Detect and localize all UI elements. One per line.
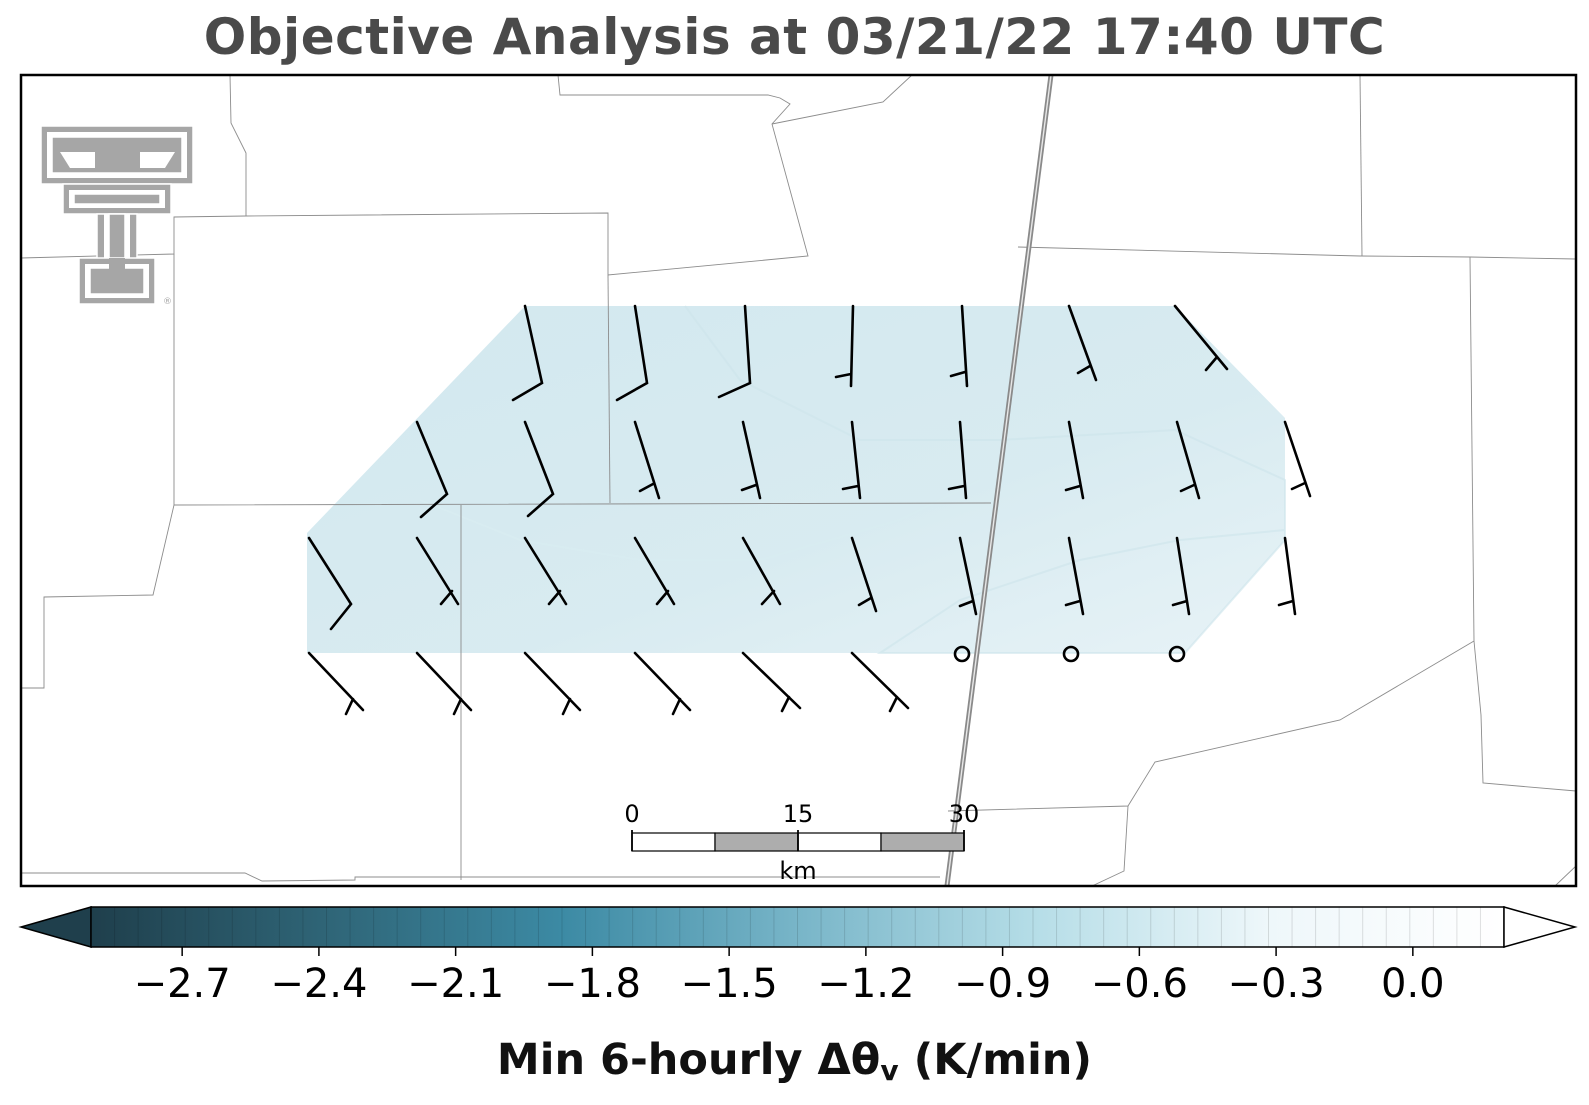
wind-barb — [415, 536, 460, 606]
wind-barb — [1173, 304, 1229, 372]
logo-registered-mark: ® — [163, 297, 172, 307]
wind-barb — [1283, 420, 1312, 498]
wind-barb — [1277, 536, 1297, 616]
wind-barb — [850, 536, 878, 613]
colorbar-tick-label: −2.7 — [134, 961, 231, 1007]
colorbar-label-units: (K/min) — [898, 1035, 1093, 1085]
wind-barb — [523, 536, 568, 606]
university-logo — [40, 125, 194, 305]
colorbar-tick-label: −1.2 — [817, 961, 914, 1007]
calm-wind-marker — [1062, 645, 1080, 663]
wind-barb — [1064, 536, 1085, 616]
colorbar-tick-label: −2.4 — [270, 961, 367, 1007]
colorbar: −2.7 −2.4 −2.1 −1.8 −1.5 −1.2 −0.9 −0.6 −0.3 0.0 — [18, 906, 1578, 1007]
wind-barb — [523, 651, 582, 716]
colorbar-label: Min 6-hourly Δθv (K/min) — [0, 1035, 1589, 1087]
colorbar-tick-label: 0.0 — [1381, 961, 1445, 1007]
field-contour-band — [419, 479, 981, 561]
calm-wind-marker — [953, 645, 971, 663]
wind-barb — [1175, 420, 1201, 500]
colorbar-extend-high — [1503, 906, 1578, 948]
colorbar-tick-label: −1.5 — [681, 961, 778, 1007]
map-title: Objective Analysis at 03/21/22 17:40 UTC — [203, 8, 1386, 66]
colorbar-ticks: −2.7 −2.4 −2.1 −1.8 −1.5 −1.2 −0.9 −0.6 −0.3 0.0 — [134, 947, 1445, 1007]
wind-barb — [841, 420, 862, 500]
wind-barb — [717, 304, 752, 399]
wind-barb — [741, 651, 802, 713]
colorbar-tick-label: −0.3 — [1228, 961, 1325, 1007]
wind-barb — [740, 420, 762, 500]
state-boundary — [944, 75, 1054, 886]
scale-tick-label: 30 — [949, 800, 980, 828]
colorbar-tick-label: −0.9 — [954, 961, 1051, 1007]
wind-barb — [523, 420, 555, 518]
wind-barb — [415, 651, 473, 716]
colorbar-label-main: Min 6-hourly Δθ — [496, 1035, 881, 1085]
wind-barb — [1171, 536, 1191, 616]
map-area[interactable]: ® 0 15 30 km — [21, 75, 1576, 886]
wind-barb — [511, 304, 544, 402]
wind-barb — [834, 304, 855, 388]
wind-barb — [1067, 304, 1098, 382]
calm-wind-marker — [1168, 645, 1186, 663]
wind-barbs — [307, 304, 1312, 716]
wind-barb — [850, 651, 910, 713]
colorbar-extend-low — [18, 906, 92, 948]
wind-barb — [947, 420, 968, 500]
colorbar-tick-label: −2.1 — [407, 961, 504, 1007]
wind-barb — [741, 536, 782, 606]
wind-barb — [949, 304, 969, 388]
scale-bar: 0 15 30 km — [624, 800, 979, 885]
analysis-field — [307, 306, 1285, 653]
county-boundaries — [21, 75, 1576, 886]
wind-barb — [633, 651, 692, 716]
wind-barb — [1064, 420, 1085, 500]
colorbar-label-subscript: v — [880, 1054, 899, 1087]
wind-barb — [415, 420, 449, 519]
wind-barb — [633, 536, 676, 606]
wind-barb — [307, 651, 365, 716]
wind-barb — [615, 304, 649, 402]
colorbar-tick-label: −0.6 — [1091, 961, 1188, 1007]
wind-barb — [958, 536, 978, 616]
wind-barb — [633, 420, 661, 500]
scale-tick-label: 0 — [624, 800, 639, 828]
scale-tick-label: 15 — [783, 800, 814, 828]
colorbar-tick-label: −1.8 — [544, 961, 641, 1007]
colorbar-level-lines — [114, 907, 1481, 947]
map-frame — [19, 73, 1578, 888]
scale-unit-label: km — [779, 857, 816, 885]
wind-barb — [307, 536, 353, 631]
